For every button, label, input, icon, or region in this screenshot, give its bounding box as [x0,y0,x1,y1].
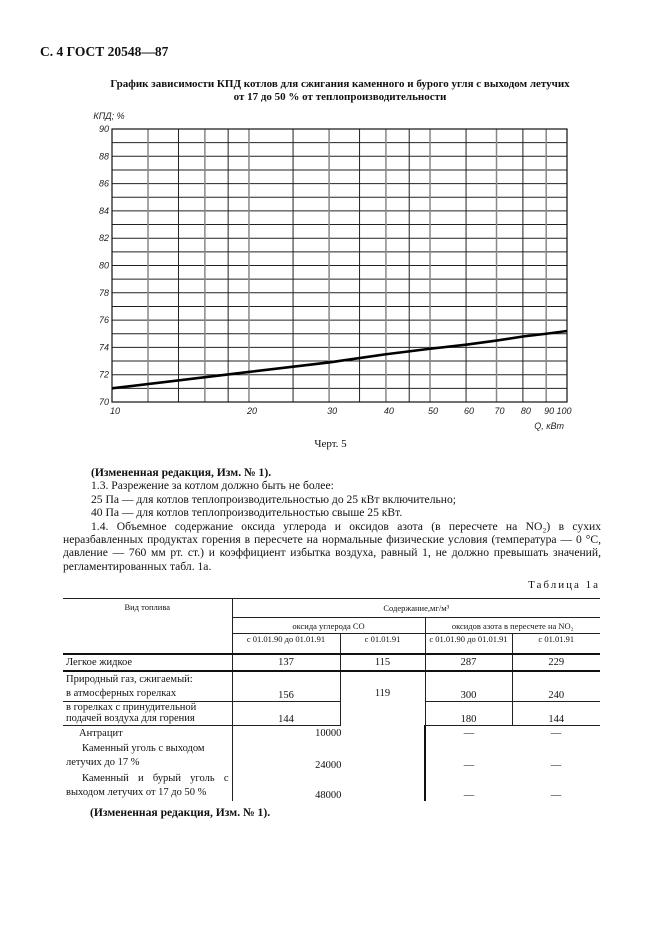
paragraph-1-4: 1.4. Объемное содержание оксида углерода… [63,519,601,573]
y-tick-label: 78 [99,288,109,298]
row-label-sub: в атмосферных горелках [66,687,177,699]
paragraph-1-3b: 40 Па — для котлов теплопроизводительнос… [91,506,403,520]
x-tick-label: 100 [556,406,571,416]
table-row: в горелках с принудительной подачей возд… [63,700,600,726]
x-tick-label: 40 [384,406,394,416]
paragraph-1-3a: 25 Па — для котлов теплопроизводительнос… [91,492,456,506]
header-co-period2: с 01.01.91 [339,633,426,654]
row-label: Антрацит [79,727,123,739]
cell: 119 [339,669,425,725]
cell: 144 [231,700,340,726]
x-axis-label: Q, кВт [534,421,564,431]
y-tick-label: 72 [99,370,109,380]
header-co: оксида углерода СО [232,617,426,634]
cell: 287 [424,652,512,671]
table-row: Каменный и бурый уголь с выходом летучих… [63,771,600,801]
y-tick-label: 76 [99,315,109,325]
amendment-note: (Измененная редакция, Изм. № 1). [91,466,272,479]
x-tick-label: 90 [544,406,554,416]
figure-caption: Черт. 5 [314,438,347,450]
cell: 240 [511,669,600,701]
cell: — [424,771,512,801]
cell: 24000 [231,741,425,771]
y-tick-label: 82 [99,233,109,243]
cell: 229 [511,652,600,671]
cell: 10000 [231,725,425,741]
cell: 137 [231,652,340,671]
cell: — [424,725,512,741]
row-label: Каменный уголь с выходом летучих до 17 % [66,743,205,768]
cell: — [550,760,562,771]
cell: — [424,741,512,771]
y-tick-label: 84 [99,206,109,216]
cell: 115 [339,652,425,671]
cell: — [550,790,562,801]
y-tick-label: 88 [99,151,109,161]
y-tick-label: 90 [99,124,109,134]
chart-title: График зависимости КПД котлов для сжиган… [60,78,620,104]
row-label: Каменный и бурый уголь с выходом летучих… [66,773,229,798]
x-tick-label: 20 [246,406,257,416]
x-tick-label: 60 [464,406,474,416]
x-tick-label: 80 [521,406,531,416]
x-tick-label: 10 [110,406,120,416]
row-label: Природный газ, сжигаемый: в атмосферных … [63,669,232,701]
cell: 156 [231,669,340,701]
row-label: Легкое жидкое [63,652,232,671]
table-row: Антрацит 10000 — — [63,725,600,741]
header-nox-period1: с 01.01.90 до 01.01.91 [424,633,513,654]
header-co-period1: с 01.01.90 до 01.01.91 [232,633,341,654]
x-tick-label: 70 [495,406,505,416]
amendment-note-2: (Измененная редакция, Изм. № 1). [90,806,271,819]
table-row: Природный газ, сжигаемый: в атмосферных … [63,669,600,725]
chart-title-line2: от 17 до 50 % от теплопроизводительности [233,91,447,103]
table-label: Таблица 1а [528,579,600,591]
x-tick-label: 50 [428,406,438,416]
plot-frame [111,128,568,403]
y-tick-label: 74 [99,342,109,352]
page-header: С. 4 ГОСТ 20548—87 [40,44,169,59]
table-row: Легкое жидкое 137 115 287 229 [63,652,600,671]
x-tick-label: 30 [327,406,337,416]
cell: 300 [424,669,512,701]
cell: — [550,727,562,739]
header-fuel: Вид топлива [63,598,233,654]
row-label-group: Природный газ, сжигаемый: [66,673,193,685]
efficiency-line [111,329,568,390]
header-content: Содержание,мг/м³ [231,598,600,618]
y-tick-label: 80 [99,261,109,271]
cell: 180 [424,700,512,726]
row-label: в горелках с принудительной подачей возд… [63,700,232,726]
cell: 144 [511,700,600,726]
y-tick-label: 70 [99,397,109,407]
chart-title-line1: График зависимости КПД котлов для сжиган… [110,78,570,90]
paragraph-1-3: 1.3. Разрежение за котлом должно быть не… [91,479,334,493]
y-axis-label: КПД; % [93,111,124,121]
table-row: Каменный уголь с выходом летучих до 17 %… [63,741,600,771]
y-tick-label: 86 [99,179,109,189]
cell: 48000 [231,771,425,801]
header-nox-period2: с 01.01.91 [511,633,600,654]
emissions-table: Вид топлива Содержание,мг/м³ оксида угле… [63,598,600,801]
header-nox: оксидов азота в пересчете на NO₂ [424,617,600,634]
efficiency-chart: 70 72 74 76 78 80 82 84 86 88 90 10 20 30 40 50 60 70 80 90… [93,111,571,431]
